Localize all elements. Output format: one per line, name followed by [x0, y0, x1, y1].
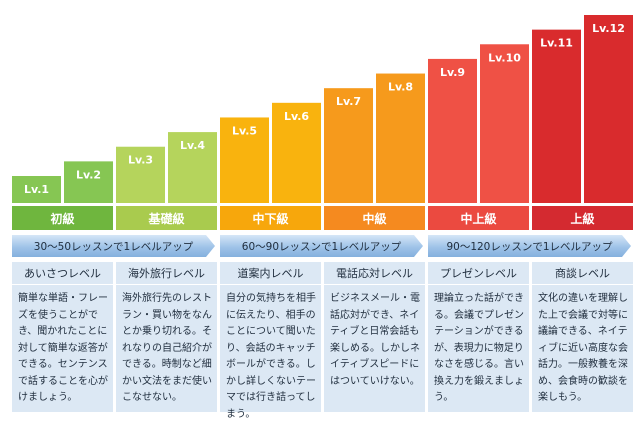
level-bar: [272, 102, 321, 203]
lesson-arrow: 90～120レッスンで1レベルアップ: [428, 235, 631, 257]
card-title: 道案内レベル: [220, 262, 321, 285]
level-bar-label: Lv.11: [540, 37, 573, 50]
level-card: 道案内レベル 自分の気持ちを相手に伝えたり、相手のことについて聞いたり、会話のキ…: [220, 262, 321, 420]
level-bar-chart: Lv.1 Lv.2 Lv.3 Lv.4 Lv.5 Lv.6 Lv.7 Lv.8 Lv.9 Lv.1…: [12, 15, 633, 204]
level-card: プレゼンレベル 理論立った話ができる。会議でプレゼンテーションができるが、表現力…: [428, 262, 529, 412]
level-bar: [220, 117, 269, 203]
level-card: あいさつレベル 簡単な単語・フレーズを使うことができ、聞かれたことに対して簡単な…: [12, 262, 113, 412]
level-bar-label: Lv.5: [232, 124, 257, 137]
level-bar: [428, 58, 477, 204]
level-bar: [116, 146, 165, 203]
level-card: 商談レベル 文化の違いを理解した上で会議で対等に議論できる、ネイティブに近い高度…: [532, 262, 633, 412]
tier-label: 中下級: [220, 206, 321, 230]
level-bar-label: Lv.2: [76, 168, 101, 181]
card-description: 理論立った話ができる。会議でプレゼンテーションができるが、表現力に物足りなさを感…: [434, 293, 524, 403]
level-bar-label: Lv.8: [388, 81, 413, 94]
tier-label: 初級: [12, 206, 113, 230]
level-bar-label: Lv.9: [440, 66, 465, 79]
level-bar-label: Lv.7: [336, 95, 361, 108]
card-title: 海外旅行レベル: [116, 262, 217, 285]
card-description: 文化の違いを理解した上で会議で対等に議論できる、ネイティブに近い高度な会話力。一…: [538, 293, 628, 403]
tier-label: 中上級: [428, 206, 529, 230]
level-bar-label: Lv.10: [488, 51, 521, 64]
level-bar: [324, 88, 373, 203]
level-bar: [168, 132, 217, 203]
level-bar-label: Lv.6: [284, 110, 309, 123]
card-description: ビジネスメール・電話応対ができ、ネイティブと日常会話も楽しめる。しかしネイティブ…: [330, 293, 420, 387]
card-title: 電話応対レベル: [324, 262, 425, 285]
level-bar: [584, 15, 633, 203]
tier-label: 基礎級: [116, 206, 217, 230]
lesson-arrow: 30～50レッスンで1レベルアップ: [12, 235, 215, 257]
card-title: あいさつレベル: [12, 262, 113, 285]
level-bar-label: Lv.1: [24, 183, 49, 196]
card-description: 簡単な単語・フレーズを使うことができ、聞かれたことに対して簡単な返答ができる。セ…: [18, 293, 108, 403]
level-bar: [64, 161, 113, 203]
lesson-arrow: 60～90レッスンで1レベルアップ: [220, 235, 423, 257]
tier-label: 上級: [532, 206, 633, 230]
card-title: 商談レベル: [532, 262, 633, 285]
tier-label: 中級: [324, 206, 425, 230]
level-bar-label: Lv.12: [592, 22, 625, 35]
level-card: 海外旅行レベル 海外旅行先のレストラン・買い物をなんとか乗り切れる。それなりの自…: [116, 262, 217, 412]
level-card: 電話応対レベル ビジネスメール・電話応対ができ、ネイティブと日常会話も楽しめる。…: [324, 262, 425, 412]
level-bar-label: Lv.3: [128, 154, 153, 167]
card-title: プレゼンレベル: [428, 262, 529, 285]
card-description: 海外旅行先のレストラン・買い物をなんとか乗り切れる。それなりの自己紹介ができる。…: [122, 293, 212, 403]
level-bar: [12, 176, 61, 203]
card-description: 自分の気持ちを相手に伝えたり、相手のことについて聞いたり、会話のキャッチボールが…: [226, 293, 316, 420]
level-bar-label: Lv.4: [180, 139, 205, 152]
level-bar: [532, 29, 581, 203]
level-bar: [376, 73, 425, 203]
level-bar: [480, 44, 529, 203]
